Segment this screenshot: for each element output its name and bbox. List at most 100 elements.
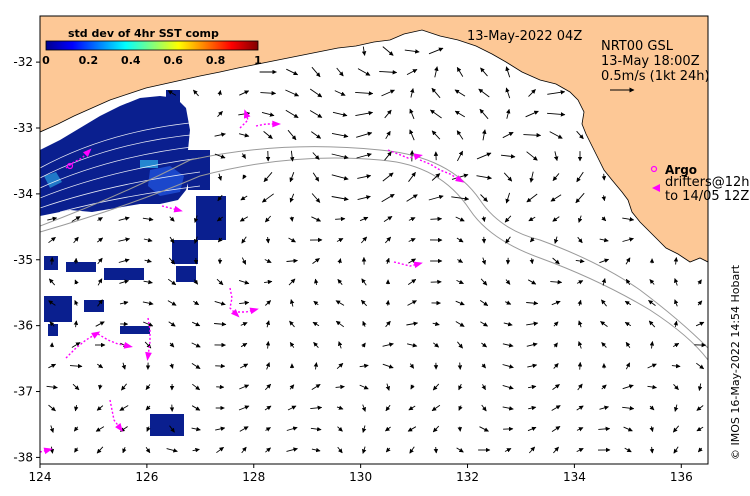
current-arrow xyxy=(285,89,300,97)
lon-tick-label: 128 xyxy=(242,470,265,484)
current-arrow xyxy=(240,195,248,201)
current-arrow xyxy=(622,237,634,242)
current-arrow xyxy=(481,257,486,265)
current-arrow xyxy=(528,405,537,411)
current-arrow xyxy=(648,300,656,306)
current-arrow xyxy=(73,320,79,328)
current-arrow xyxy=(502,131,514,139)
current-arrow xyxy=(309,88,323,98)
current-arrow xyxy=(601,342,607,348)
current-arrow xyxy=(455,216,465,222)
current-arrow xyxy=(599,237,609,243)
current-arrow xyxy=(309,110,323,118)
current-arrow xyxy=(119,279,130,284)
current-arrow xyxy=(239,363,249,369)
current-arrow xyxy=(337,426,343,432)
drifter-track xyxy=(393,261,419,267)
current-arrow xyxy=(457,426,463,432)
colorbar-title: std dev of 4hr SST comp xyxy=(68,27,219,40)
current-arrow xyxy=(168,321,176,327)
current-arrow xyxy=(49,446,55,454)
current-arrow xyxy=(525,110,539,118)
current-arrow xyxy=(48,300,56,306)
current-arrow xyxy=(361,278,367,286)
current-arrow xyxy=(361,425,367,433)
current-arrow xyxy=(239,90,250,96)
current-arrow xyxy=(480,194,488,202)
current-arrow xyxy=(146,426,151,432)
current-arrow xyxy=(502,343,514,348)
current-arrow xyxy=(577,299,582,306)
current-time-label: 13-May 18:00Z xyxy=(601,54,700,69)
current-arrow xyxy=(264,215,272,223)
current-arrow xyxy=(410,384,415,390)
current-arrow xyxy=(357,174,372,179)
legend: Argo drifters@12h to 14/05 12Z xyxy=(650,163,750,204)
current-arrow xyxy=(428,194,444,201)
current-arrow xyxy=(527,426,537,432)
current-arrow xyxy=(145,405,151,411)
current-arrow xyxy=(335,384,345,390)
drifter-head xyxy=(145,351,152,361)
current-arrow xyxy=(578,215,583,223)
current-arrow xyxy=(480,321,488,327)
current-arrow xyxy=(476,152,492,160)
colorbar-tick-label: 0 xyxy=(42,54,50,67)
current-arrow xyxy=(356,131,373,138)
current-arrow xyxy=(578,320,583,328)
current-arrow xyxy=(526,151,538,161)
current-arrow xyxy=(69,363,83,369)
drifters-label-line2: to 14/05 12Z xyxy=(665,189,749,204)
current-arrow xyxy=(46,384,58,390)
drifter-head xyxy=(123,341,133,349)
current-arrow xyxy=(674,299,679,307)
current-arrow xyxy=(314,278,319,285)
current-arrow xyxy=(289,172,295,183)
current-arrow xyxy=(625,278,631,286)
current-arrow xyxy=(331,174,349,181)
land-mass xyxy=(40,16,708,263)
drifter-head xyxy=(115,423,123,432)
current-arrow xyxy=(576,447,584,453)
current-arrow xyxy=(74,279,79,285)
current-arrow xyxy=(97,299,103,307)
drifter-head xyxy=(83,148,92,157)
drifter-head xyxy=(413,153,423,161)
current-arrow xyxy=(409,108,415,120)
current-arrow xyxy=(382,342,394,347)
current-arrow xyxy=(407,300,417,306)
current-arrow xyxy=(456,279,464,285)
current-arrow xyxy=(379,70,398,75)
current-arrow xyxy=(695,321,705,327)
drifter-head xyxy=(43,447,53,455)
current-arrow xyxy=(118,216,130,221)
current-arrow xyxy=(332,111,348,117)
current-arrow xyxy=(577,383,583,391)
current-arrow xyxy=(601,173,607,181)
current-arrow xyxy=(601,384,607,390)
current-arrow xyxy=(456,447,464,453)
drifter-head xyxy=(413,261,423,269)
current-arrow xyxy=(169,363,174,369)
current-arrow xyxy=(241,236,247,244)
longitude-axis: 124 126 128 130 132 134 136 xyxy=(29,464,693,484)
current-arrow xyxy=(384,236,392,244)
current-arrow xyxy=(48,236,56,244)
current-arrow xyxy=(167,278,177,286)
current-arrow xyxy=(191,363,201,369)
current-arrow xyxy=(118,258,130,263)
current-arrow xyxy=(381,89,395,97)
current-arrow xyxy=(428,47,444,55)
current-arrow xyxy=(457,258,463,263)
current-arrow xyxy=(647,384,657,390)
current-arrow xyxy=(98,384,103,390)
current-arrow xyxy=(49,425,55,433)
current-arrow xyxy=(166,448,178,453)
drifter-track xyxy=(97,333,129,347)
current-arrow xyxy=(431,87,441,99)
current-arrow xyxy=(261,111,275,117)
current-arrow xyxy=(265,320,271,328)
current-arrow xyxy=(331,153,349,160)
current-arrow xyxy=(624,300,632,306)
